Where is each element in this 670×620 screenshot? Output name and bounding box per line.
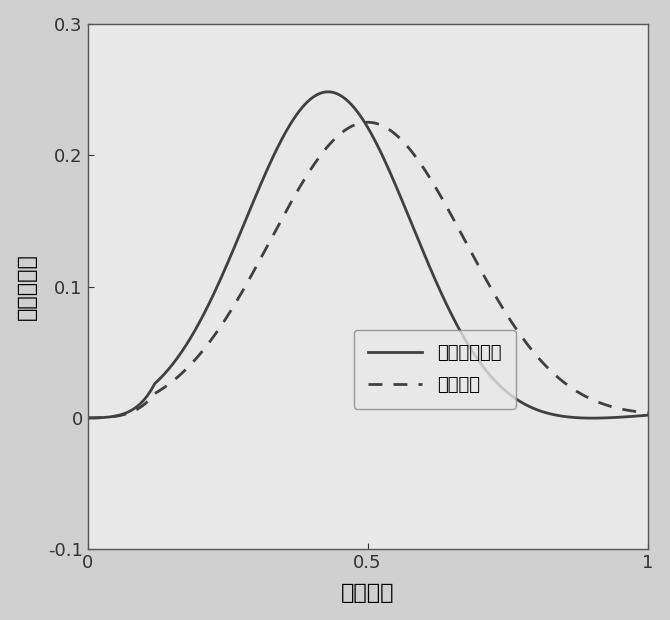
Legend: 仿真测得曲线, 实际曲线: 仿真测得曲线, 实际曲线 [354,330,516,409]
实际曲线 [350,122,358,129]
实际曲线 [388,128,396,135]
仿真测得曲线 [418,245,426,252]
仿真测得曲线 [388,172,396,180]
实际曲线 [644,409,652,417]
实际曲线 [353,120,361,128]
仿真测得曲线 [544,409,552,417]
实际曲线 [363,118,371,126]
Y-axis label: 相位移动量: 相位移动量 [17,253,37,320]
实际曲线 [418,162,426,169]
仿真测得曲线 [84,414,92,422]
仿真测得曲线 [589,414,597,422]
X-axis label: 标准相位: 标准相位 [341,583,395,603]
实际曲线 [84,414,92,422]
仿真测得曲线 [354,109,362,117]
实际曲线 [631,408,639,415]
Line: 仿真测得曲线: 仿真测得曲线 [88,92,648,418]
Line: 实际曲线: 实际曲线 [88,122,648,418]
仿真测得曲线 [644,412,652,419]
仿真测得曲线 [632,412,641,420]
仿真测得曲线 [324,88,332,95]
实际曲线 [544,364,552,371]
仿真测得曲线 [350,105,358,112]
